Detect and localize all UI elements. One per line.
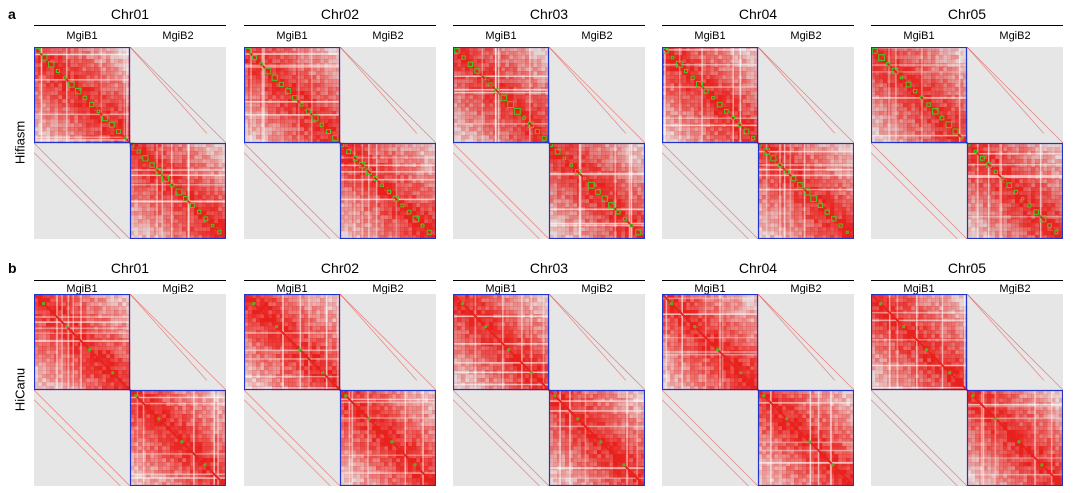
contact-map-a-chr01 — [34, 47, 226, 239]
contact-signal — [34, 294, 226, 486]
haplotype-box-1 — [453, 294, 550, 391]
contact-signal — [244, 294, 436, 486]
haplotype-label: MgiB1 — [66, 30, 98, 42]
chromosome-title-rule — [453, 280, 645, 281]
heatmap-svg — [34, 47, 226, 239]
haplotype-box-2 — [129, 389, 226, 486]
contact-signal — [871, 47, 1063, 239]
chromosome-title: Chr01 — [110, 260, 150, 276]
contact-map-a-chr04 — [662, 47, 854, 239]
haplotype-box-2 — [757, 389, 854, 486]
haplotype-box-1 — [34, 47, 131, 144]
haplotype-box-1 — [244, 294, 341, 391]
haplotype-box-1 — [871, 294, 968, 391]
chromosome-title: Chr03 — [529, 260, 569, 276]
chromosome-title-rule — [244, 280, 436, 281]
contact-map-b-chr01 — [34, 294, 226, 486]
contact-signal — [34, 47, 226, 239]
haplotype-label: MgiB2 — [162, 283, 194, 295]
heatmap-svg — [871, 47, 1063, 239]
haplotype-box-2 — [129, 142, 226, 239]
contig-boundary-markers — [879, 302, 1044, 467]
haplotype-label: MgiB2 — [372, 30, 404, 42]
chromosome-title: Chr03 — [529, 6, 569, 22]
haplotype-box-2 — [339, 389, 436, 486]
heatmap-svg — [453, 47, 645, 239]
haplotype-box-2 — [966, 142, 1063, 239]
contact-map-b-chr02 — [244, 294, 436, 486]
haplotype-label: MgiB2 — [999, 283, 1031, 295]
haplotype-label: MgiB1 — [66, 283, 98, 295]
heatmap-svg — [662, 294, 854, 486]
heatmap-svg — [453, 294, 645, 486]
chromosome-title-rule — [871, 280, 1063, 281]
haplotype-box-1 — [871, 47, 968, 144]
haplotype-label: MgiB2 — [162, 30, 194, 42]
heatmap-svg — [34, 294, 226, 486]
contact-map-a-chr02 — [244, 47, 436, 239]
chromosome-title: Chr05 — [947, 6, 987, 22]
haplotype-label: MgiB2 — [790, 30, 822, 42]
haplotype-label: MgiB1 — [276, 283, 308, 295]
panel-letter: a — [8, 6, 16, 22]
chromosome-title: Chr05 — [947, 260, 987, 276]
heatmap-svg — [662, 47, 854, 239]
chromosome-title: Chr04 — [738, 6, 778, 22]
contig-boundary-markers — [34, 47, 222, 235]
heatmap-svg — [244, 47, 436, 239]
contig-boundary-markers — [42, 302, 207, 467]
haplotype-box-1 — [244, 47, 341, 144]
contact-map-b-chr03 — [453, 294, 645, 486]
chromosome-title-rule — [871, 25, 1063, 26]
haplotype-label: MgiB1 — [903, 283, 935, 295]
haplotype-box-2 — [966, 389, 1063, 486]
contig-boundary-markers — [670, 302, 835, 467]
chromosome-title: Chr01 — [110, 6, 150, 22]
haplotype-box-1 — [662, 294, 759, 391]
contact-map-b-chr05 — [871, 294, 1063, 486]
haplotype-box-1 — [453, 47, 550, 144]
haplotype-label: MgiB1 — [903, 30, 935, 42]
contig-boundary-markers — [244, 47, 432, 235]
chromosome-title-rule — [34, 25, 226, 26]
contact-map-a-chr05 — [871, 47, 1063, 239]
haplotype-box-1 — [662, 47, 759, 144]
contig-boundary-markers — [872, 48, 1059, 235]
heatmap-svg — [244, 294, 436, 486]
panel-letter: b — [8, 260, 17, 276]
chromosome-title-rule — [34, 280, 226, 281]
haplotype-label: MgiB1 — [485, 30, 517, 42]
haplotype-label: MgiB2 — [790, 283, 822, 295]
contig-boundary-markers — [663, 48, 849, 234]
assembler-label: Hifiasm — [12, 120, 28, 165]
haplotype-label: MgiB1 — [694, 30, 726, 42]
heatmap-svg — [871, 294, 1063, 486]
haplotype-box-2 — [757, 142, 854, 239]
haplotype-label: MgiB2 — [581, 30, 613, 42]
chromosome-title-rule — [662, 25, 854, 26]
chromosome-title-rule — [244, 25, 436, 26]
haplotype-label: MgiB1 — [485, 283, 517, 295]
contig-boundary-markers — [461, 302, 626, 467]
haplotype-label: MgiB1 — [694, 283, 726, 295]
contact-map-b-chr04 — [662, 294, 854, 486]
haplotype-box-2 — [548, 142, 645, 239]
haplotype-label: MgiB2 — [999, 30, 1031, 42]
chromosome-title: Chr04 — [738, 260, 778, 276]
haplotype-label: MgiB1 — [276, 30, 308, 42]
haplotype-box-2 — [548, 389, 645, 486]
contact-map-a-chr03 — [453, 47, 645, 239]
chromosome-title-rule — [662, 280, 854, 281]
contig-boundary-markers — [252, 302, 417, 467]
haplotype-label: MgiB2 — [581, 283, 613, 295]
chromosome-title-rule — [453, 25, 645, 26]
chromosome-title: Chr02 — [320, 260, 360, 276]
haplotype-label: MgiB2 — [372, 283, 404, 295]
chromosome-title: Chr02 — [320, 6, 360, 22]
haplotype-box-1 — [34, 294, 131, 391]
contact-signal — [871, 294, 1063, 486]
assembler-label: HiCanu — [12, 367, 28, 412]
haplotype-box-2 — [339, 142, 436, 239]
